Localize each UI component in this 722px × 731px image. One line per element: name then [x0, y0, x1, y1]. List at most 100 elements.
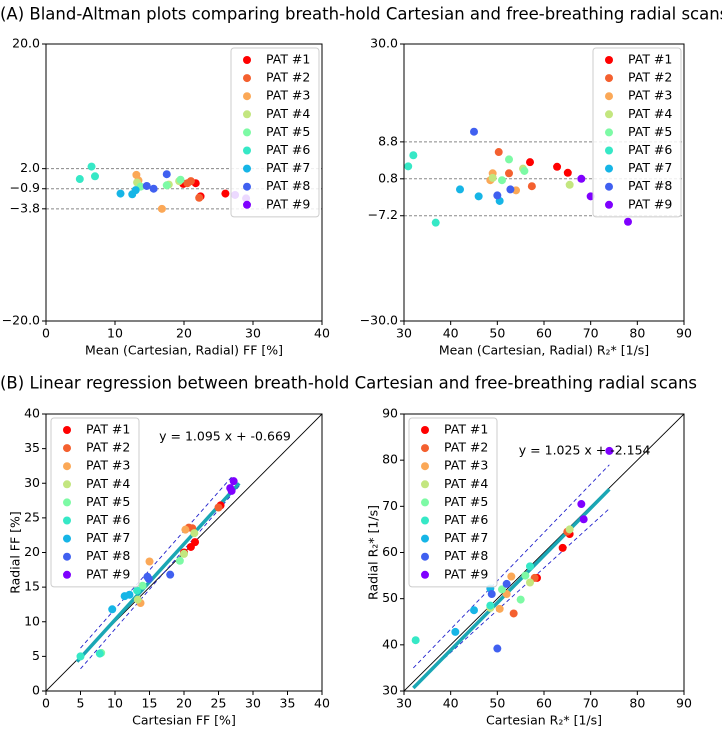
x-tick-label: 40 — [314, 696, 330, 711]
data-point — [493, 644, 502, 653]
data-point — [470, 127, 478, 136]
section-heading: (A) Bland-Altman plots comparing breath-… — [0, 5, 722, 24]
legend-marker — [63, 444, 71, 453]
data-point — [526, 562, 534, 571]
x-tick-label: 0 — [42, 326, 50, 341]
data-point — [75, 175, 84, 184]
data-point — [507, 572, 516, 581]
x-tick-label: 20 — [176, 326, 192, 341]
data-point — [95, 649, 104, 658]
legend-label: PAT #4 — [86, 476, 130, 491]
legend-marker — [63, 570, 71, 579]
data-point — [116, 189, 125, 198]
data-point — [605, 446, 614, 455]
x-tick-label: 30 — [245, 326, 261, 341]
legend-marker — [421, 570, 429, 579]
data-point — [565, 180, 574, 189]
data-point — [579, 515, 588, 524]
data-point — [431, 218, 440, 227]
confidence-line — [80, 485, 240, 670]
x-tick-label: 35 — [280, 696, 296, 711]
legend-marker — [605, 110, 613, 119]
x-tick-label: 30 — [396, 326, 412, 341]
data-point — [214, 503, 223, 512]
data-point — [181, 525, 190, 534]
plot-area — [404, 127, 684, 227]
legend-label: PAT #3 — [628, 88, 672, 103]
legend-marker — [421, 462, 429, 471]
data-point — [108, 605, 117, 614]
data-point — [470, 606, 478, 615]
data-point — [133, 595, 142, 604]
data-point — [520, 166, 529, 175]
data-point — [131, 186, 140, 195]
y-tick-label: −7.2 — [368, 207, 398, 222]
x-tick-label: 60 — [536, 326, 552, 341]
x-tick-label: 15 — [142, 696, 158, 711]
data-point — [488, 173, 497, 182]
legend-marker — [605, 128, 613, 137]
axes-frame — [403, 43, 685, 322]
legend-marker — [421, 534, 429, 543]
legend-label: PAT #8 — [444, 548, 488, 563]
axes-frame — [403, 413, 685, 692]
legend-label: PAT #9 — [86, 566, 130, 581]
x-tick-label: 80 — [629, 696, 645, 711]
y-tick-label: 30.0 — [370, 36, 398, 51]
data-point — [186, 177, 195, 186]
legend-label: PAT #5 — [266, 124, 310, 139]
x-tick-label: 50 — [489, 696, 505, 711]
data-point — [577, 500, 586, 509]
axes-frame — [45, 413, 323, 692]
legend-label: PAT #1 — [86, 422, 130, 437]
y-tick-label: 8.8 — [378, 133, 398, 148]
x-tick-label: 40 — [443, 326, 459, 341]
x-axis-label: Mean (Cartesian, Radial) FF [%] — [85, 343, 283, 358]
data-point — [487, 590, 496, 599]
legend-label: PAT #7 — [86, 530, 130, 545]
x-tick-label: 40 — [314, 326, 330, 341]
regression-equation: y = 1.095 x + -0.669 — [159, 429, 291, 444]
legend-label: PAT #6 — [444, 512, 488, 527]
data-point — [176, 175, 185, 184]
legend-label: PAT #5 — [444, 494, 488, 509]
legend-marker — [63, 552, 71, 561]
data-point — [166, 570, 175, 579]
axes-frame — [45, 43, 323, 322]
legend-marker — [243, 56, 251, 64]
data-point — [142, 181, 151, 190]
y-tick-label: 60 — [382, 544, 398, 559]
legend-label: PAT #4 — [266, 106, 310, 121]
legend-marker — [605, 146, 613, 155]
data-point — [494, 148, 503, 157]
data-point — [145, 557, 154, 566]
legend-label: PAT #7 — [628, 160, 672, 175]
y-tick-label: 80 — [382, 452, 398, 467]
x-tick-label: 25 — [211, 696, 227, 711]
data-point — [162, 181, 171, 190]
data-point — [493, 191, 502, 200]
legend-marker — [243, 200, 251, 209]
data-point — [125, 590, 134, 599]
data-point — [195, 193, 204, 202]
x-tick-label: 0 — [42, 696, 50, 711]
legend-marker — [63, 462, 71, 471]
legend-label: PAT #3 — [266, 88, 310, 103]
legend-label: PAT #2 — [444, 440, 488, 455]
data-point — [157, 204, 166, 213]
y-tick-label: −0.9 — [10, 180, 40, 195]
legend-marker — [243, 110, 251, 119]
legend-label: PAT #2 — [266, 70, 310, 85]
data-point — [90, 172, 99, 181]
data-point — [162, 170, 171, 179]
x-tick-label: 90 — [676, 326, 692, 341]
data-point — [516, 595, 525, 604]
legend-marker — [421, 480, 429, 489]
y-tick-label: 30 — [24, 475, 40, 490]
data-point — [498, 176, 506, 185]
x-tick-label: 30 — [245, 696, 261, 711]
legend-label: PAT #1 — [628, 52, 672, 67]
legend-marker — [63, 498, 71, 507]
y-tick-label: 10 — [24, 613, 40, 628]
